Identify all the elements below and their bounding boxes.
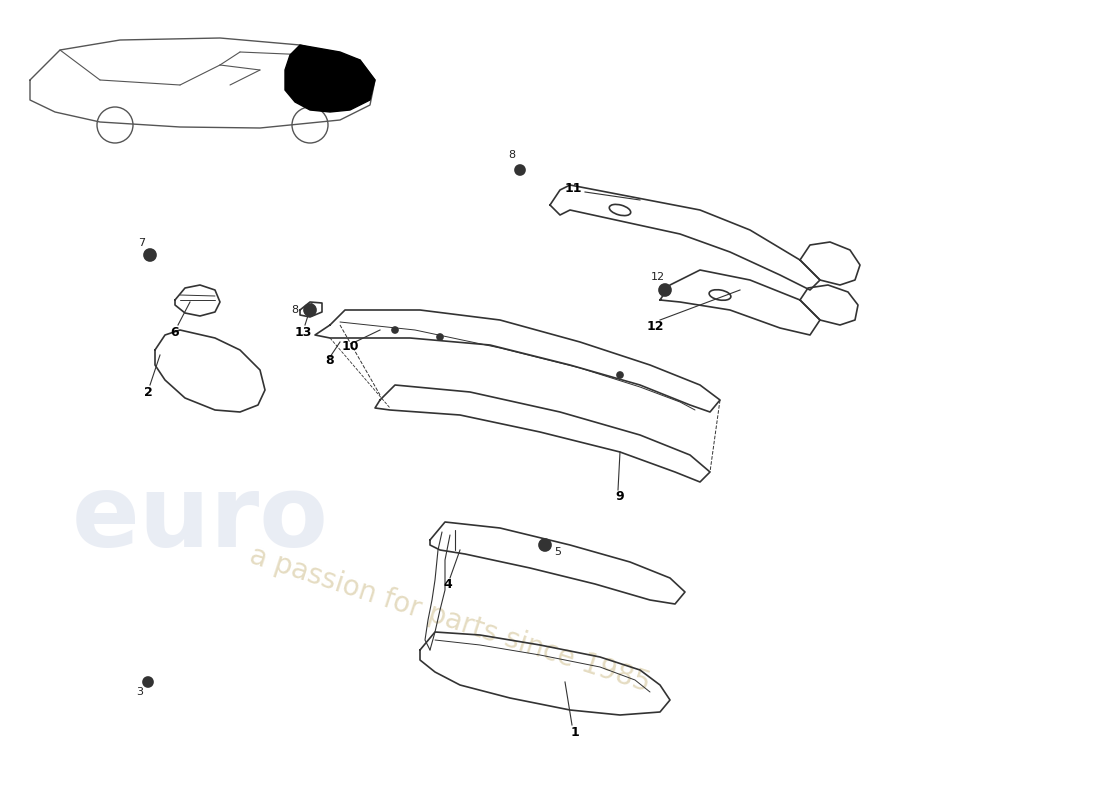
Circle shape — [304, 304, 316, 316]
Text: 13: 13 — [295, 326, 311, 338]
Circle shape — [143, 677, 153, 687]
Text: 7: 7 — [139, 238, 145, 248]
Text: 11: 11 — [564, 182, 582, 194]
Circle shape — [659, 284, 671, 296]
Text: 9: 9 — [616, 490, 625, 503]
Circle shape — [539, 539, 551, 551]
Polygon shape — [285, 45, 375, 112]
Circle shape — [144, 249, 156, 261]
Text: 12: 12 — [651, 272, 666, 282]
Text: 8: 8 — [292, 305, 298, 315]
Text: 5: 5 — [554, 547, 561, 557]
Text: 1: 1 — [571, 726, 580, 738]
Text: 4: 4 — [443, 578, 452, 591]
Circle shape — [515, 165, 525, 175]
Circle shape — [437, 334, 443, 340]
Circle shape — [392, 327, 398, 333]
Text: 10: 10 — [341, 341, 359, 354]
Text: 12: 12 — [647, 321, 663, 334]
Text: 3: 3 — [136, 687, 143, 697]
Text: 8: 8 — [508, 150, 516, 160]
Text: 8: 8 — [326, 354, 334, 366]
Text: 2: 2 — [144, 386, 153, 398]
Circle shape — [617, 372, 623, 378]
Text: euro: euro — [72, 471, 329, 569]
Text: 6: 6 — [170, 326, 179, 338]
Text: a passion for parts since 1985: a passion for parts since 1985 — [246, 542, 653, 698]
